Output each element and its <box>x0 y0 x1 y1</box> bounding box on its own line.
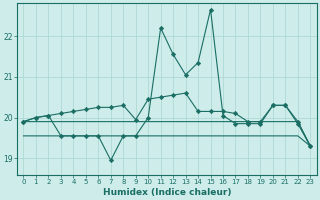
X-axis label: Humidex (Indice chaleur): Humidex (Indice chaleur) <box>103 188 231 197</box>
